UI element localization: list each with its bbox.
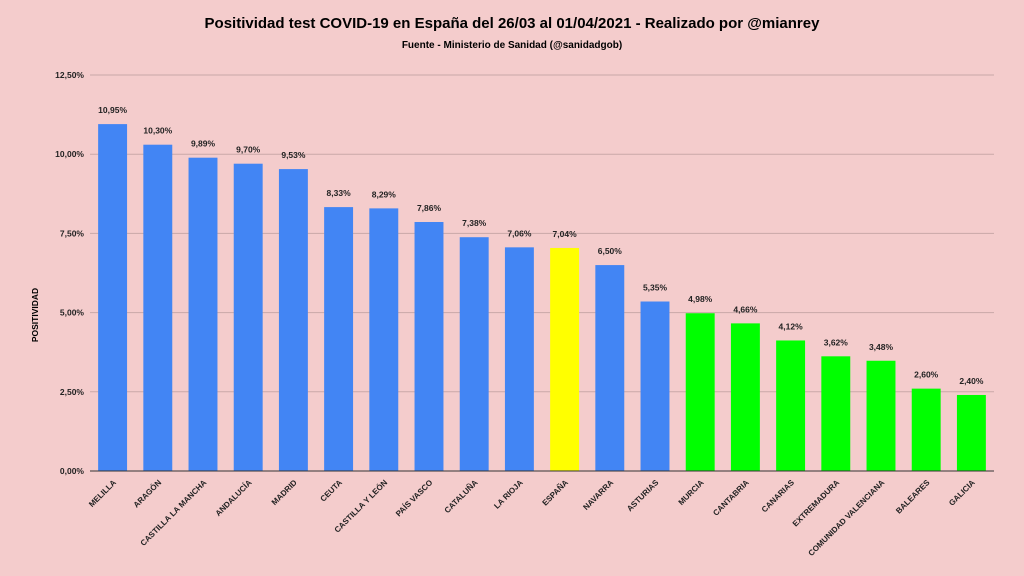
data-label: 10,95% [98, 105, 127, 115]
bar [821, 356, 851, 471]
x-tick-label: PAÍS VASCO [394, 478, 434, 518]
x-tick-label: ANDALUCÍA [214, 478, 254, 518]
data-label: 7,38% [462, 218, 487, 228]
data-label: 5,35% [643, 283, 668, 293]
bars [98, 124, 986, 472]
chart-title: Positividad test COVID-19 en España del … [205, 15, 821, 32]
y-tick-label: 12,50% [55, 70, 84, 80]
y-tick-label: 5,00% [60, 308, 85, 318]
bar [459, 237, 489, 471]
bar [143, 144, 173, 472]
y-tick-label: 2,50% [60, 387, 85, 397]
bar [730, 323, 760, 471]
gridlines [90, 74, 994, 393]
bar [188, 157, 218, 471]
data-label: 4,66% [733, 304, 758, 314]
x-tick-label: LA RIOJA [492, 478, 525, 511]
bar [233, 163, 263, 472]
bar [685, 313, 715, 471]
data-label: 2,60% [914, 370, 939, 380]
y-tick-label: 0,00% [60, 466, 85, 476]
bar [414, 221, 444, 471]
data-label: 10,30% [143, 126, 172, 136]
data-label: 4,98% [688, 294, 713, 304]
data-label: 4,12% [779, 321, 804, 331]
bar [956, 394, 986, 471]
x-tick-label: CANTABRIA [711, 478, 751, 518]
x-tick-label: NAVARRA [581, 478, 615, 512]
data-label: 9,70% [236, 145, 261, 155]
x-tick-label: CATALUÑA [443, 478, 480, 515]
data-label: 3,48% [869, 342, 894, 352]
data-label: 8,29% [372, 189, 397, 199]
x-tick-label: MADRID [270, 478, 299, 507]
x-tick-label: GALICIA [947, 478, 977, 508]
bar [866, 360, 896, 471]
x-tick-label: CANARIAS [760, 478, 797, 515]
x-tick-label: BALEARES [894, 478, 932, 516]
x-tick-label: COMUNIDAD VALENCIANA [807, 478, 887, 558]
data-label: 2,40% [959, 376, 984, 386]
x-tick-label: ASTURIAS [625, 478, 661, 514]
bar [911, 388, 941, 471]
data-label: 7,04% [553, 229, 578, 239]
y-tick-label: 10,00% [55, 149, 84, 159]
x-tick-label: CEUTA [319, 478, 345, 504]
x-tick-label: MURCIA [677, 478, 706, 507]
bar [324, 207, 354, 472]
bar [550, 247, 580, 471]
chart-subtitle: Fuente - Ministerio de Sanidad (@sanidad… [402, 40, 622, 51]
bar [504, 247, 534, 471]
bar [776, 340, 806, 471]
data-label: 9,89% [191, 139, 216, 149]
y-tick-label: 7,50% [60, 228, 85, 238]
bar [369, 208, 399, 471]
data-label: 7,86% [417, 203, 442, 213]
data-label: 8,33% [327, 188, 352, 198]
x-tick-label: EXTREMADURA [791, 478, 842, 529]
bar [595, 265, 625, 471]
y-axis-label: POSITIVIDAD [30, 288, 40, 342]
data-label: 6,50% [598, 246, 623, 256]
bar [278, 169, 308, 471]
y-axis-ticks: 0,00% 2,50% 5,00% 7,50% 10,00% 12,50% [55, 70, 84, 476]
x-tick-label: MELILLA [87, 478, 118, 509]
bar [640, 301, 670, 471]
data-label: 7,06% [507, 228, 532, 238]
data-label: 3,62% [824, 337, 849, 347]
x-tick-label: ESPAÑA [540, 478, 570, 508]
data-labels: 10,95% 10,30% 9,89% 9,70% 9,53% 8,33% 8,29% 7,8… [98, 105, 984, 386]
data-label: 9,53% [281, 150, 306, 160]
bar [98, 124, 128, 471]
x-tick-label: ARAGÓN [132, 478, 164, 510]
